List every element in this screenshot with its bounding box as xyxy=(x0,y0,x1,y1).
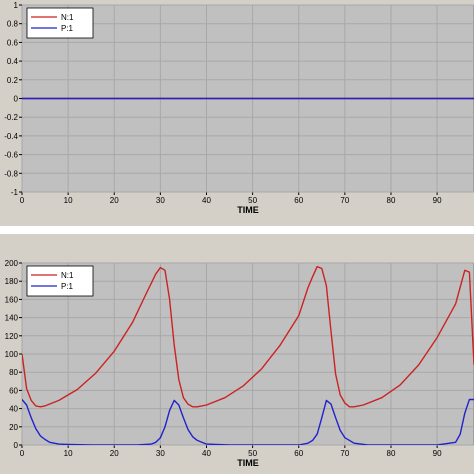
bottom-chart: 0 10 20 30 40 50 60 70 80 90 0 20 40 60 80 100 120 140 160… xyxy=(5,259,474,468)
x-tick-label: 60 xyxy=(294,196,303,205)
y-tick-label: -0.2 xyxy=(4,113,18,122)
legend-label: P:1 xyxy=(61,24,74,33)
y-tick-label: -0.6 xyxy=(4,151,18,160)
x-tick-label: 80 xyxy=(387,449,396,458)
x-tick-label: 40 xyxy=(202,449,211,458)
legend-label: N:1 xyxy=(61,13,74,22)
x-tick-label: 30 xyxy=(156,449,165,458)
x-tick-label: 80 xyxy=(387,196,396,205)
legend-box xyxy=(26,7,94,39)
y-tick-label: -1 xyxy=(11,188,19,197)
bottom-chart-panel: 0 10 20 30 40 50 60 70 80 90 0 20 40 60 80 100 120 140 160… xyxy=(0,234,474,474)
x-tick-label: 30 xyxy=(156,196,165,205)
y-tick-label: -0.4 xyxy=(4,132,18,141)
x-tick-label: 90 xyxy=(433,196,442,205)
y-tick-label: 120 xyxy=(5,332,19,341)
y-tick-label: 60 xyxy=(9,386,18,395)
legend-label: N:1 xyxy=(61,271,74,280)
top-chart-panel: 0 10 20 30 40 50 60 70 80 90 -1 -0.8 -0.6 -0.4 -0.2 0 0.… xyxy=(0,0,474,226)
x-tick-label: 50 xyxy=(248,449,257,458)
x-tick-label: 70 xyxy=(340,449,349,458)
x-tick-label: 90 xyxy=(433,449,442,458)
y-tick-label: 0.2 xyxy=(7,76,19,85)
x-tick-label: 60 xyxy=(294,449,303,458)
y-tick-label: 180 xyxy=(5,277,19,286)
x-tick-label: 10 xyxy=(64,196,73,205)
y-tick-label: 0 xyxy=(14,95,19,104)
x-tick-label: 20 xyxy=(110,449,119,458)
y-tick-label: 1 xyxy=(14,1,19,10)
x-tick-label: 0 xyxy=(20,196,25,205)
x-tick-label: 50 xyxy=(248,196,257,205)
x-axis-label: TIME xyxy=(237,205,259,215)
y-tick-label: 0 xyxy=(14,441,19,450)
x-tick-label: 0 xyxy=(20,449,25,458)
x-axis-label: TIME xyxy=(237,458,259,468)
y-tick-label: 0.4 xyxy=(7,57,19,66)
y-tick-label: -0.8 xyxy=(4,169,18,178)
x-tick-label: 20 xyxy=(110,196,119,205)
legend-label: P:1 xyxy=(61,282,74,291)
y-tick-label: 20 xyxy=(9,423,18,432)
y-tick-label: 160 xyxy=(5,295,19,304)
y-tick-label: 40 xyxy=(9,405,18,414)
x-tick-label: 40 xyxy=(202,196,211,205)
y-tick-label: 80 xyxy=(9,368,18,377)
top-chart: 0 10 20 30 40 50 60 70 80 90 -1 -0.8 -0.6 -0.4 -0.2 0 0.… xyxy=(4,1,474,215)
y-tick-label: 140 xyxy=(5,314,19,323)
y-tick-label: 100 xyxy=(5,350,19,359)
legend-box xyxy=(26,265,94,297)
y-tick-label: 0.6 xyxy=(7,38,19,47)
x-tick-label: 70 xyxy=(340,196,349,205)
y-tick-label: 0.8 xyxy=(7,20,19,29)
x-tick-label: 10 xyxy=(64,449,73,458)
y-tick-label: 200 xyxy=(5,259,19,268)
series-line-n1 xyxy=(22,265,474,408)
series-line-p1 xyxy=(22,398,474,445)
